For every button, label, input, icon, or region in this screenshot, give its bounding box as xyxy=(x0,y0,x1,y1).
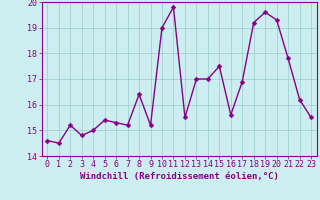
X-axis label: Windchill (Refroidissement éolien,°C): Windchill (Refroidissement éolien,°C) xyxy=(80,172,279,181)
